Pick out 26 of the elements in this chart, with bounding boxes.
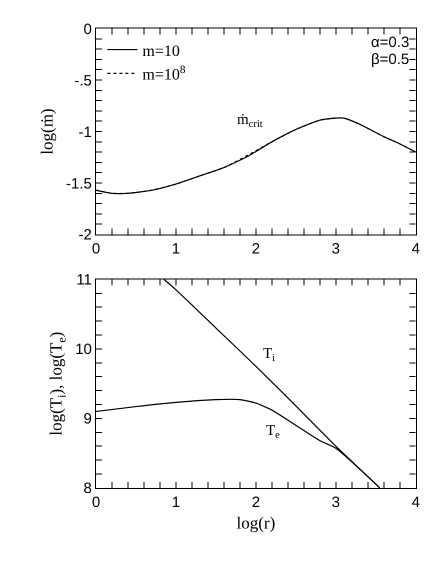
y-tick-label: 11	[76, 272, 92, 289]
legend-label: m=10	[142, 42, 180, 60]
y-tick-label: 8	[84, 480, 92, 498]
annotation: β=0.5	[371, 51, 410, 68]
x-tick-label: 2	[252, 240, 260, 258]
y-tick-label: 0	[84, 20, 92, 38]
annotation: α=0.3	[371, 34, 410, 51]
legend-label: m=10$^{8}$	[142, 64, 186, 84]
y-tick-label: -2	[78, 226, 92, 244]
y-tick-label: -1	[78, 124, 92, 141]
y-axis-title: log(ṁ)	[38, 108, 57, 155]
y-tick-label: 9	[84, 410, 92, 428]
annotation: T$_{e}$	[266, 423, 280, 442]
x-tick-label: 1	[172, 240, 180, 258]
x-tick-label: 1	[172, 494, 180, 512]
annotation: T$_{i}$	[263, 346, 276, 364]
x-tick-label: 2	[252, 494, 260, 512]
x-tick-label: 4	[412, 240, 420, 258]
y-tick-label: -1.5	[66, 175, 92, 192]
annotation: ṁ$_{crit}$	[237, 112, 263, 130]
x-tick-label: 3	[332, 240, 340, 258]
y-tick-label: 10	[75, 341, 92, 358]
x-tick-label: 3	[332, 494, 340, 512]
y-tick-label: -.5	[74, 72, 92, 90]
x-axis-title: log(r)	[236, 513, 276, 532]
x-tick-label: 4	[412, 494, 420, 512]
